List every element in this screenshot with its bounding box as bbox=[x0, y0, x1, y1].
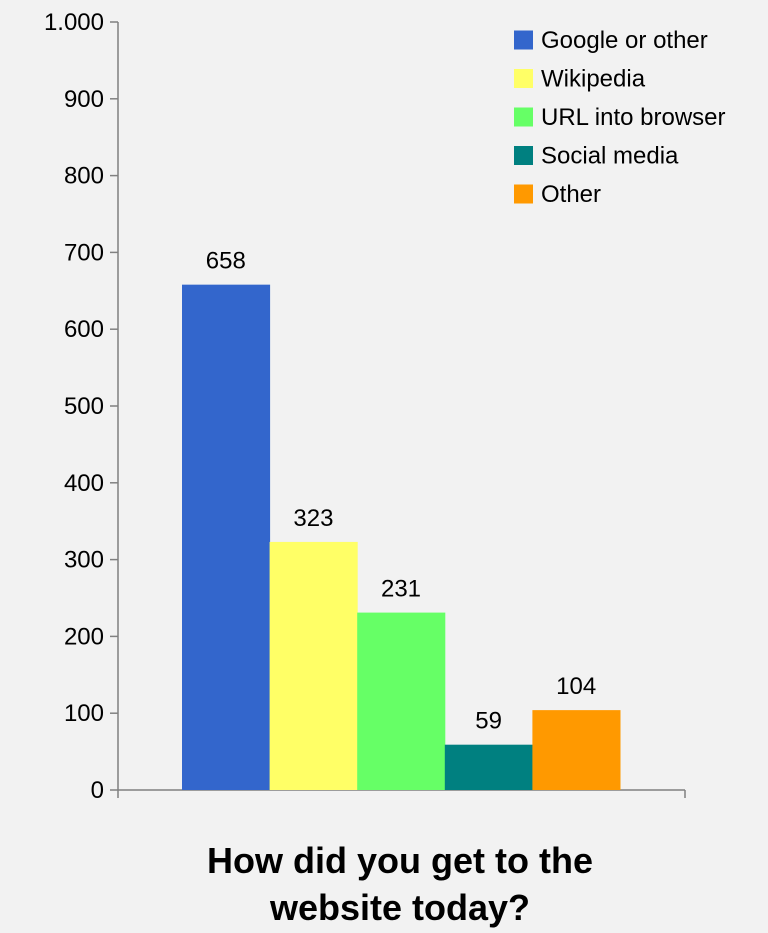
bar-google-or-other bbox=[182, 284, 271, 790]
y-tick-label: 500 bbox=[64, 393, 104, 420]
y-tick-label: 1.000 bbox=[44, 9, 104, 36]
bar-wikipedia bbox=[269, 541, 358, 790]
data-label: 658 bbox=[206, 248, 246, 275]
y-tick-label: 300 bbox=[64, 547, 104, 574]
data-label: 231 bbox=[381, 576, 421, 603]
y-tick-label: 700 bbox=[64, 239, 104, 266]
legend-swatch bbox=[514, 30, 533, 50]
legend-label: Wikipedia bbox=[541, 66, 646, 93]
y-tick-label: 800 bbox=[64, 163, 104, 190]
data-label: 323 bbox=[293, 505, 333, 532]
legend-swatch bbox=[514, 146, 533, 165]
y-tick-label: 200 bbox=[64, 623, 104, 650]
y-tick-label: 400 bbox=[64, 470, 104, 497]
bar-social-media bbox=[444, 744, 533, 790]
legend-label: Social media bbox=[541, 143, 679, 170]
chart-data-labels: 658 323 231 59 104 bbox=[206, 248, 596, 735]
data-label: 104 bbox=[556, 673, 596, 700]
y-tick-label: 0 bbox=[91, 777, 104, 804]
legend-swatch bbox=[514, 107, 533, 127]
y-tick-label: 900 bbox=[64, 86, 104, 113]
legend-label: Other bbox=[541, 181, 601, 208]
legend-label: URL into browser bbox=[541, 104, 726, 131]
bar-url-into-browser bbox=[357, 612, 446, 790]
chart-axes: 0 100 200 300 400 500 600 700 800 900 1.000 bbox=[44, 9, 686, 804]
data-label: 59 bbox=[475, 708, 502, 735]
legend-label: Google or other bbox=[541, 27, 708, 54]
legend-swatch bbox=[514, 69, 533, 88]
chart-title-line-1: How did you get to the bbox=[207, 840, 593, 881]
chart-bars bbox=[182, 284, 621, 790]
y-tick-label: 100 bbox=[64, 700, 104, 727]
legend-swatch bbox=[514, 184, 533, 204]
y-tick-label: 600 bbox=[64, 316, 104, 343]
chart-title-line-2: website today? bbox=[269, 887, 530, 928]
bar-other bbox=[532, 710, 621, 790]
chart-legend: Google or other Wikipedia URL into browser… bbox=[514, 27, 726, 208]
